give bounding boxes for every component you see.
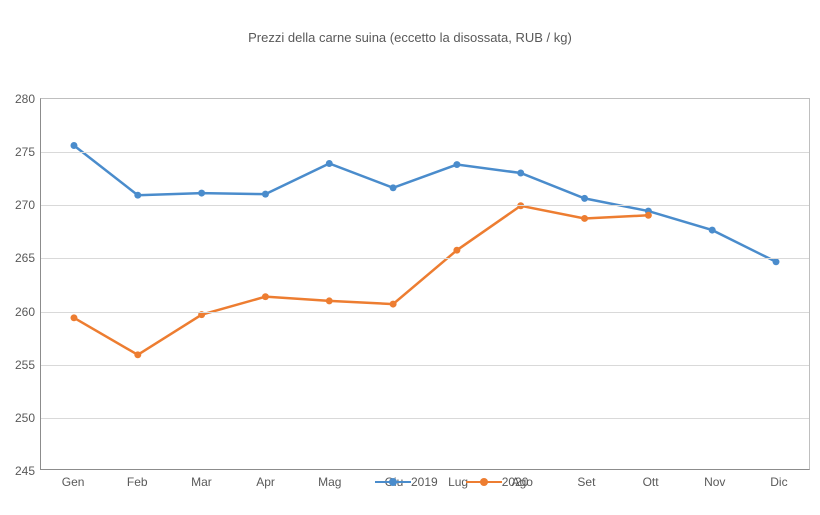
series-marker bbox=[134, 192, 141, 199]
series-line bbox=[74, 206, 648, 355]
gridline bbox=[41, 152, 809, 153]
y-tick-label: 255 bbox=[15, 358, 41, 372]
series-line bbox=[74, 146, 776, 262]
x-tick-label: Apr bbox=[256, 469, 275, 489]
gridline bbox=[41, 312, 809, 313]
series-marker bbox=[453, 247, 460, 254]
series-marker bbox=[581, 195, 588, 202]
series-marker bbox=[70, 142, 77, 149]
x-tick-label: Set bbox=[577, 469, 595, 489]
series-marker bbox=[262, 191, 269, 198]
legend-label: 2020 bbox=[502, 475, 529, 489]
x-tick-label: Nov bbox=[704, 469, 725, 489]
y-tick-label: 280 bbox=[15, 92, 41, 106]
x-tick-label: Dic bbox=[770, 469, 787, 489]
y-tick-label: 245 bbox=[15, 464, 41, 478]
legend-item: 2020 bbox=[466, 475, 529, 489]
x-tick-label: Gen bbox=[62, 469, 85, 489]
series-marker bbox=[453, 161, 460, 168]
x-tick-label: Mar bbox=[191, 469, 212, 489]
y-tick-label: 270 bbox=[15, 198, 41, 212]
series-marker bbox=[517, 170, 524, 177]
legend-item: 2019 bbox=[375, 475, 438, 489]
gridline bbox=[41, 205, 809, 206]
gridline bbox=[41, 365, 809, 366]
legend: 2019 2020 bbox=[375, 475, 528, 489]
legend-label: 2019 bbox=[411, 475, 438, 489]
legend-marker bbox=[375, 475, 411, 489]
plot-area: 245250255260265270275280GenFebMarAprMagG… bbox=[40, 98, 810, 470]
chart-svg bbox=[41, 99, 809, 469]
series-marker bbox=[198, 190, 205, 197]
y-tick-label: 260 bbox=[15, 305, 41, 319]
series-marker bbox=[390, 301, 397, 308]
chart-container: { "chart": { "type": "line", "title": "P… bbox=[0, 0, 820, 515]
series-marker bbox=[581, 215, 588, 222]
series-marker bbox=[645, 212, 652, 219]
x-tick-label: Feb bbox=[127, 469, 148, 489]
y-tick-label: 265 bbox=[15, 251, 41, 265]
y-tick-label: 275 bbox=[15, 145, 41, 159]
series-marker bbox=[134, 351, 141, 358]
series-marker bbox=[70, 314, 77, 321]
chart-title: Prezzi della carne suina (eccetto la dis… bbox=[0, 30, 820, 45]
series-marker bbox=[326, 297, 333, 304]
x-tick-label: Ott bbox=[643, 469, 659, 489]
series-marker bbox=[262, 293, 269, 300]
y-tick-label: 250 bbox=[15, 411, 41, 425]
series-marker bbox=[326, 160, 333, 167]
x-tick-label: Mag bbox=[318, 469, 341, 489]
series-marker bbox=[390, 184, 397, 191]
legend-marker bbox=[466, 475, 502, 489]
gridline bbox=[41, 418, 809, 419]
series-marker bbox=[709, 227, 716, 234]
gridline bbox=[41, 258, 809, 259]
